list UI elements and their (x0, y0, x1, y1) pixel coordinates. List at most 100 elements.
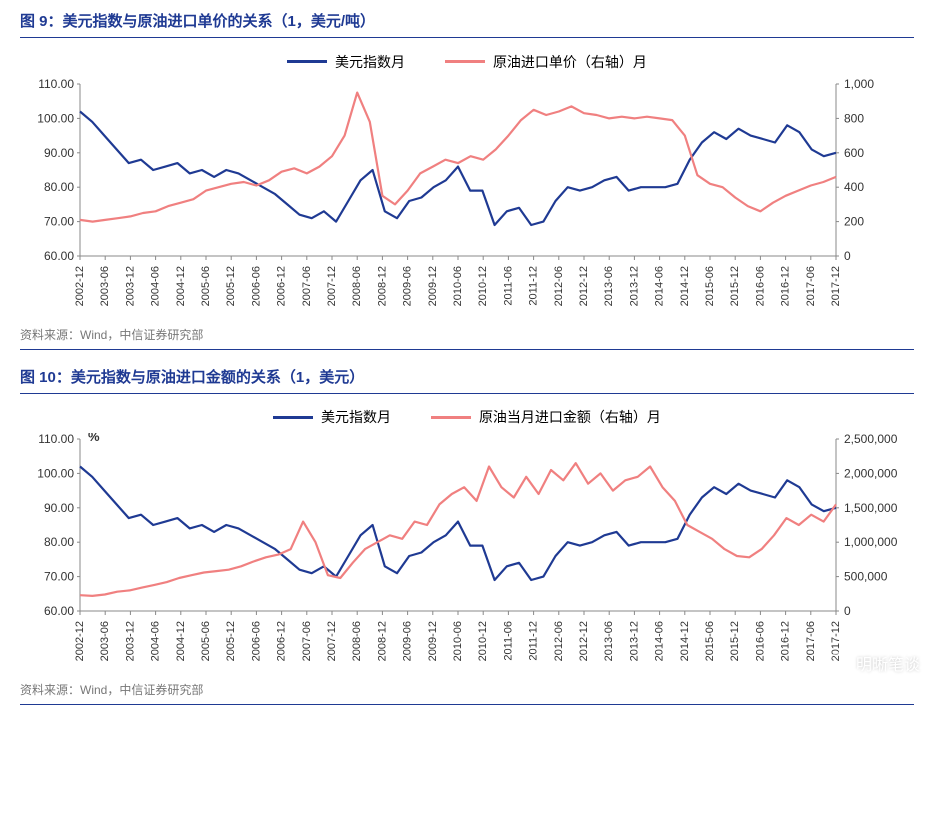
svg-text:2003-06: 2003-06 (99, 621, 111, 661)
svg-text:2012-06: 2012-06 (553, 266, 565, 306)
svg-text:2006-06: 2006-06 (250, 621, 262, 661)
svg-text:2010-12: 2010-12 (477, 621, 489, 661)
svg-text:2015-12: 2015-12 (729, 621, 741, 661)
svg-text:70.00: 70.00 (44, 570, 74, 584)
svg-text:1,000: 1,000 (844, 78, 874, 91)
svg-text:2006-06: 2006-06 (250, 266, 262, 306)
svg-text:2010-06: 2010-06 (452, 621, 464, 661)
svg-text:2016-06: 2016-06 (754, 621, 766, 661)
svg-text:80.00: 80.00 (44, 535, 74, 549)
svg-text:2003-12: 2003-12 (124, 621, 136, 661)
svg-text:2014-06: 2014-06 (654, 621, 666, 661)
svg-text:2008-06: 2008-06 (351, 266, 363, 306)
svg-text:2016-12: 2016-12 (780, 621, 792, 661)
svg-text:2010-06: 2010-06 (452, 266, 464, 306)
svg-text:2012-12: 2012-12 (578, 266, 590, 306)
svg-text:2008-12: 2008-12 (376, 621, 388, 661)
svg-text:2008-12: 2008-12 (376, 266, 388, 306)
svg-text:2016-06: 2016-06 (754, 266, 766, 306)
svg-text:2009-12: 2009-12 (427, 621, 439, 661)
chart10-plot: 60.0070.0080.0090.00100.00110.000500,000… (20, 433, 914, 673)
svg-text:2014-12: 2014-12 (679, 621, 691, 661)
svg-text:2004-12: 2004-12 (175, 621, 187, 661)
svg-text:2,000,000: 2,000,000 (844, 466, 898, 480)
svg-text:2014-06: 2014-06 (654, 266, 666, 306)
svg-text:70.00: 70.00 (44, 214, 74, 228)
svg-text:2017-06: 2017-06 (805, 266, 817, 306)
chart10-legend: 美元指数月 原油当月进口金额（右轴）月 (20, 406, 914, 428)
legend-item: 原油当月进口金额（右轴）月 (431, 407, 661, 427)
svg-text:1,500,000: 1,500,000 (844, 501, 898, 515)
legend-label: 原油进口单价（右轴）月 (493, 52, 647, 72)
svg-text:2013-12: 2013-12 (628, 621, 640, 661)
chart10-panel: 图 10：美元指数与原油进口金额的关系（1，美元） 美元指数月 原油当月进口金额… (0, 356, 934, 712)
svg-text:90.00: 90.00 (44, 145, 74, 159)
svg-text:2009-12: 2009-12 (427, 266, 439, 306)
svg-text:90.00: 90.00 (44, 501, 74, 515)
chart9-legend: 美元指数月 原油进口单价（右轴）月 (20, 50, 914, 72)
svg-text:600: 600 (844, 145, 864, 159)
legend-swatch (287, 60, 327, 63)
svg-text:100.00: 100.00 (37, 111, 74, 125)
svg-text:2012-12: 2012-12 (578, 621, 590, 661)
svg-text:60.00: 60.00 (44, 604, 74, 618)
svg-text:80.00: 80.00 (44, 180, 74, 194)
svg-text:2007-06: 2007-06 (301, 621, 313, 661)
svg-text:2007-06: 2007-06 (301, 266, 313, 306)
svg-text:110.00: 110.00 (38, 433, 74, 446)
svg-text:2017-12: 2017-12 (830, 266, 842, 306)
svg-text:0: 0 (844, 249, 851, 263)
svg-text:2,500,000: 2,500,000 (844, 433, 898, 446)
svg-text:400: 400 (844, 180, 864, 194)
legend-swatch (273, 416, 313, 419)
svg-text:2002-12: 2002-12 (74, 621, 86, 661)
watermark-icon (828, 652, 850, 674)
chart10-source: 资料来源：Wind，中信证券研究部 (20, 675, 914, 705)
svg-text:2011-06: 2011-06 (502, 621, 514, 661)
svg-text:2015-12: 2015-12 (729, 266, 741, 306)
svg-text:2004-06: 2004-06 (150, 266, 162, 306)
svg-text:2005-12: 2005-12 (225, 266, 237, 306)
svg-text:2011-12: 2011-12 (528, 266, 540, 306)
svg-text:2015-06: 2015-06 (704, 621, 716, 661)
svg-text:2003-06: 2003-06 (99, 266, 111, 306)
legend-item: 美元指数月 (273, 407, 391, 427)
svg-text:2005-12: 2005-12 (225, 621, 237, 661)
svg-text:2014-12: 2014-12 (679, 266, 691, 306)
svg-text:60.00: 60.00 (44, 249, 74, 263)
svg-text:2005-06: 2005-06 (200, 621, 212, 661)
chart9-panel: 图 9：美元指数与原油进口单价的关系（1，美元/吨） 美元指数月 原油进口单价（… (0, 0, 934, 356)
svg-text:2003-12: 2003-12 (124, 266, 136, 306)
legend-item: 原油进口单价（右轴）月 (445, 52, 647, 72)
svg-text:2012-06: 2012-06 (553, 621, 565, 661)
svg-text:2013-06: 2013-06 (603, 621, 615, 661)
svg-text:2013-12: 2013-12 (628, 266, 640, 306)
chart10-title: 图 10：美元指数与原油进口金额的关系（1，美元） (20, 366, 914, 394)
svg-text:2006-12: 2006-12 (276, 266, 288, 306)
svg-text:2011-06: 2011-06 (502, 266, 514, 306)
chart9-plot: 60.0070.0080.0090.00100.00110.0002004006… (20, 78, 914, 318)
chart9-source: 资料来源：Wind，中信证券研究部 (20, 320, 914, 350)
svg-text:100.00: 100.00 (37, 466, 74, 480)
svg-text:800: 800 (844, 111, 864, 125)
legend-swatch (431, 416, 471, 419)
legend-label: 美元指数月 (321, 407, 391, 427)
svg-text:2006-12: 2006-12 (276, 621, 288, 661)
svg-text:0: 0 (844, 604, 851, 618)
svg-text:2015-06: 2015-06 (704, 266, 716, 306)
watermark: 明晰笔谈 (828, 651, 920, 675)
svg-text:2010-12: 2010-12 (477, 266, 489, 306)
svg-text:110.00: 110.00 (38, 78, 74, 91)
svg-text:2016-12: 2016-12 (780, 266, 792, 306)
svg-text:2004-06: 2004-06 (150, 621, 162, 661)
svg-text:2007-12: 2007-12 (326, 266, 338, 306)
svg-text:2017-06: 2017-06 (805, 621, 817, 661)
legend-label: 原油当月进口金额（右轴）月 (479, 407, 661, 427)
svg-text:2013-06: 2013-06 (603, 266, 615, 306)
svg-text:2008-06: 2008-06 (351, 621, 363, 661)
svg-text:2002-12: 2002-12 (74, 266, 86, 306)
svg-text:2005-06: 2005-06 (200, 266, 212, 306)
svg-text:2011-12: 2011-12 (528, 621, 540, 661)
svg-text:2007-12: 2007-12 (326, 621, 338, 661)
legend-swatch (445, 60, 485, 63)
